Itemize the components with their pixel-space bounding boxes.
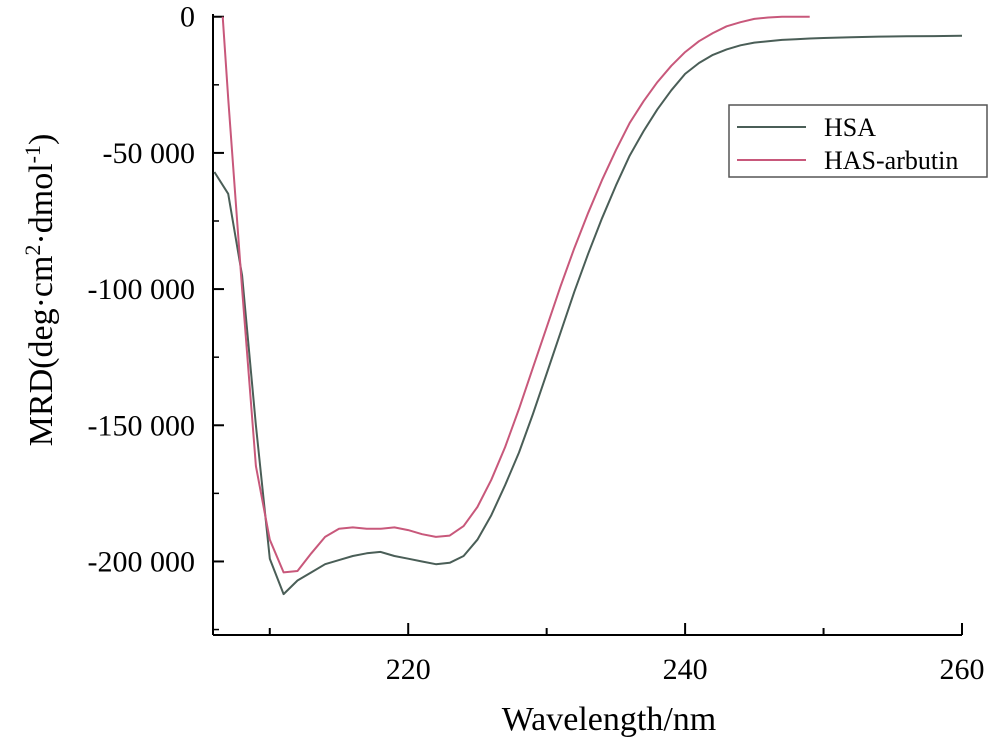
legend-label-has-arbutin: HAS-arbutin: [824, 146, 958, 175]
plot-area: 0-50 000-100 000-150 000-200 000 220 240 2…: [88, 1, 985, 686]
y-tick-label: -100 000: [88, 273, 196, 306]
x-axis-title: Wavelength/nm: [502, 701, 716, 737]
y-ticks: 0 -50 000 -100 000 -150 000 -200 000: [88, 1, 224, 631]
x-tick-label: 240: [663, 653, 708, 686]
legend: HSA HAS-arbutin: [728, 104, 988, 178]
series-layer: [213, 15, 963, 596]
series-line-hsa: [213, 34, 963, 596]
y-tick-label: -50 000: [103, 137, 196, 170]
series-line-has-arbutin: [221, 15, 810, 574]
x-tick-label: 260: [940, 653, 985, 686]
y-tick-label: -200 000: [88, 545, 196, 578]
y-tick-label: 0: [180, 1, 195, 34]
y-tick-label: -150 000: [88, 409, 196, 442]
legend-label-hsa: HSA: [824, 113, 876, 142]
y-axis-title: MRD(deg·cm2·dmol-1): [20, 134, 60, 447]
legend-box: [728, 104, 988, 178]
x-tick-label: 220: [386, 653, 431, 686]
x-ticks: 220 240 260: [268, 623, 985, 686]
